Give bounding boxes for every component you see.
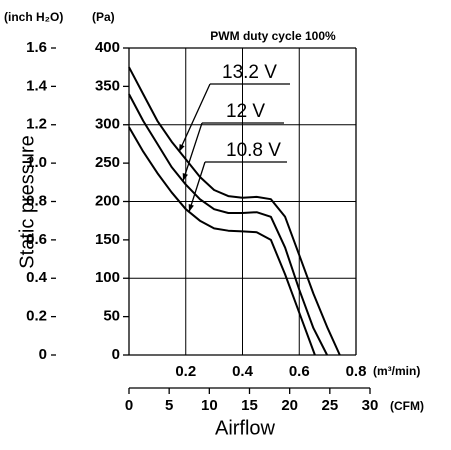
series-line xyxy=(128,93,328,356)
y-tick-label: 100 xyxy=(95,269,120,286)
x-tick-label: 0.6 xyxy=(289,363,310,380)
x2-tick-label: 25 xyxy=(321,397,338,414)
x2-tick-label: 0 xyxy=(125,397,133,414)
y-tick-label: 200 xyxy=(95,192,120,209)
chart-title: PWM duty cycle 100% xyxy=(210,29,336,43)
x2-tick-label: 30 xyxy=(362,397,379,414)
x-tick-label: 0.4 xyxy=(232,363,254,380)
series-label: 10.8 V xyxy=(226,140,281,161)
label-leader xyxy=(188,161,206,213)
y-tick-label: 400 xyxy=(95,39,120,56)
y-tick-label: 50 xyxy=(103,308,120,325)
y-tick-label: 350 xyxy=(95,77,120,94)
y2-tick-label: 1.0 xyxy=(26,154,47,171)
series-label: 12 V xyxy=(226,101,265,122)
label-arrowhead xyxy=(179,144,185,152)
x2-tick-label: 15 xyxy=(241,397,258,414)
series-line xyxy=(128,66,341,356)
x2-tick-label: 10 xyxy=(201,397,218,414)
x2-unit: (CFM) xyxy=(390,399,424,413)
y2-tick-label: 0.6 xyxy=(26,231,47,248)
x-unit: (m³/min) xyxy=(373,364,420,378)
y-unit: (Pa) xyxy=(92,10,115,24)
label-arrowhead xyxy=(182,173,188,181)
y2-tick-label: 1.4 xyxy=(26,77,48,94)
y-tick-label: 250 xyxy=(95,154,120,171)
y-axis-title: Static pressure xyxy=(16,135,38,268)
y-tick-label: 0 xyxy=(112,346,120,363)
y2-tick-label: 0.8 xyxy=(26,192,47,209)
y2-tick-label: 0.4 xyxy=(26,269,48,286)
series-line xyxy=(128,126,316,356)
y2-tick-label: 0.2 xyxy=(26,308,47,325)
x-tick-label: 0.8 xyxy=(346,363,367,380)
series-label: 13.2 V xyxy=(222,62,277,83)
x-tick-label: 0.2 xyxy=(175,363,196,380)
y-tick-label: 150 xyxy=(95,231,120,248)
x2-tick-label: 20 xyxy=(281,397,298,414)
label-arrowhead xyxy=(188,204,194,212)
x2-tick-label: 5 xyxy=(165,397,173,414)
y2-tick-label: 0 xyxy=(39,346,47,363)
y2-unit: (inch H₂O) xyxy=(4,10,63,24)
label-leader xyxy=(182,122,203,182)
x-axis-title: Airflow xyxy=(215,417,276,439)
y2-tick-label: 1.2 xyxy=(26,116,47,133)
y2-tick-label: 1.6 xyxy=(26,39,47,56)
label-leader xyxy=(178,83,211,153)
y-tick-label: 300 xyxy=(95,116,120,133)
